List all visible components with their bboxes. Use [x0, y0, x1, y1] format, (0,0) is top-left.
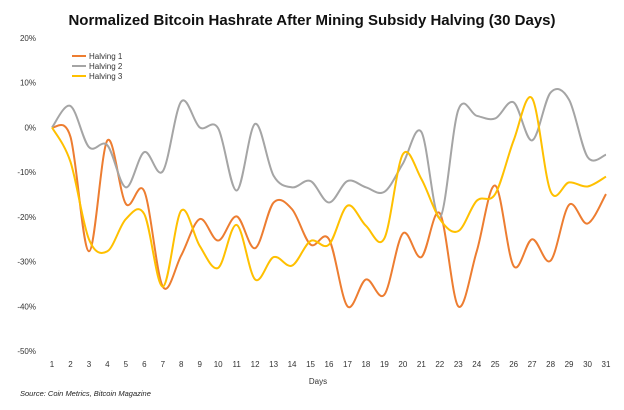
x-tick-label: 23 — [454, 360, 463, 369]
x-tick-label: 22 — [435, 360, 444, 369]
x-tick-label: 26 — [509, 360, 518, 369]
legend-label: Halving 2 — [89, 62, 123, 71]
x-tick-label: 28 — [546, 360, 555, 369]
y-tick-label: -10% — [17, 168, 36, 177]
x-tick-label: 2 — [68, 360, 73, 369]
legend-label: Halving 1 — [89, 52, 123, 61]
y-tick-label: -20% — [17, 213, 36, 222]
y-tick-label: 10% — [20, 79, 36, 88]
x-tick-label: 3 — [87, 360, 92, 369]
x-tick-label: 18 — [361, 360, 370, 369]
x-tick-label: 29 — [565, 360, 574, 369]
x-tick-label: 7 — [161, 360, 166, 369]
x-tick-label: 31 — [602, 360, 611, 369]
x-tick-label: 13 — [269, 360, 278, 369]
x-tick-label: 21 — [417, 360, 426, 369]
x-tick-label: 9 — [198, 360, 203, 369]
x-tick-label: 24 — [472, 360, 481, 369]
y-tick-label: 20% — [20, 34, 36, 43]
x-tick-label: 4 — [105, 360, 110, 369]
series-line-halving-1 — [51, 123, 607, 309]
x-tick-label: 20 — [398, 360, 407, 369]
x-tick-label: 11 — [233, 360, 242, 369]
x-tick-label: 6 — [142, 360, 147, 369]
x-tick-label: 12 — [251, 360, 260, 369]
chart-title: Normalized Bitcoin Hashrate After Mining… — [68, 12, 555, 29]
legend-label: Halving 3 — [89, 72, 123, 81]
x-tick-label: 1 — [50, 360, 55, 369]
y-tick-label: 0% — [24, 123, 36, 132]
x-tick-label: 8 — [179, 360, 184, 369]
y-tick-label: -30% — [17, 258, 36, 267]
x-tick-label: 27 — [528, 360, 537, 369]
x-tick-label: 14 — [288, 360, 297, 369]
x-tick-label: 17 — [343, 360, 352, 369]
x-tick-label: 16 — [325, 360, 334, 369]
series-line-halving-2 — [51, 88, 607, 219]
x-tick-label: 25 — [491, 360, 500, 369]
x-tick-label: 15 — [306, 360, 315, 369]
source-note: Source: Coin Metrics, Bitcoin Magazine — [20, 389, 151, 398]
y-tick-label: -50% — [17, 347, 36, 356]
x-tick-label: 19 — [380, 360, 389, 369]
x-tick-label: 5 — [124, 360, 129, 369]
x-axis-label: Days — [309, 377, 327, 386]
y-tick-label: -40% — [17, 302, 36, 311]
x-tick-label: 30 — [583, 360, 592, 369]
series-line-halving-3 — [51, 96, 607, 288]
x-tick-label: 10 — [214, 360, 223, 369]
